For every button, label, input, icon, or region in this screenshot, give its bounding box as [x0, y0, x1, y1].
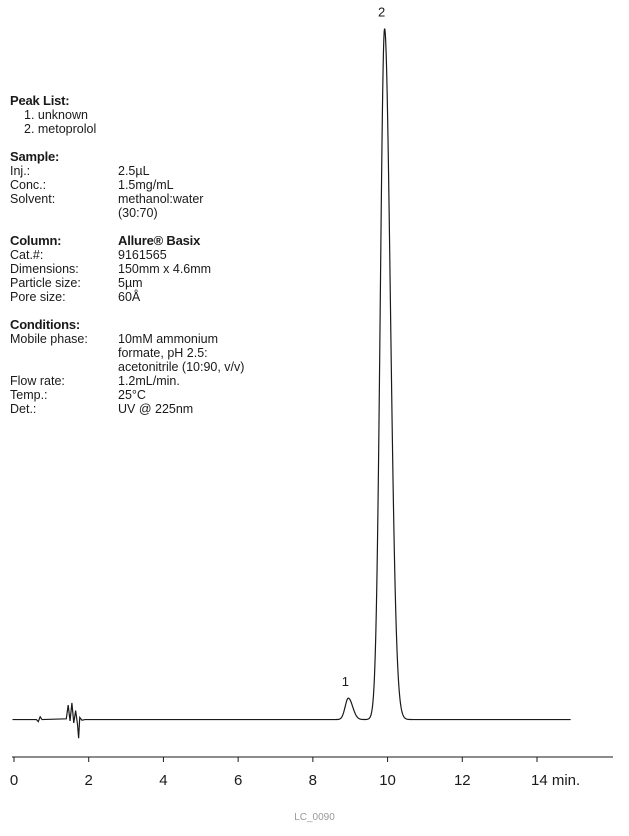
column-header-row: Column: Allure® Basix	[10, 234, 244, 248]
conditions-title: Conditions:	[10, 318, 244, 332]
sample-row: (30:70)	[10, 206, 244, 220]
column-value: 60Å	[118, 290, 140, 304]
sample-value: (30:70)	[118, 206, 158, 220]
column-key: Dimensions:	[10, 262, 118, 276]
column-title: Column:	[10, 234, 118, 248]
peak-label: 2	[378, 5, 385, 20]
sample-value: 2.5µL	[118, 164, 150, 178]
column-row: Particle size: 5µm	[10, 276, 244, 290]
conditions-value: 1.2mL/min.	[118, 374, 180, 388]
x-tick-label: 0	[10, 772, 18, 789]
peak-label: 1	[342, 674, 349, 689]
sample-title: Sample:	[10, 150, 244, 164]
conditions-key: Det.:	[10, 402, 118, 416]
sample-key: Inj.:	[10, 164, 118, 178]
x-tick-label: 10	[379, 772, 396, 789]
sample-row: Inj.: 2.5µL	[10, 164, 244, 178]
conditions-row: acetonitrile (10:90, v/v)	[10, 360, 244, 374]
sample-key: Solvent:	[10, 192, 118, 206]
peak-list-item: 2. metoprolol	[10, 122, 244, 136]
sample-value: methanol:water	[118, 192, 203, 206]
column-row: Cat.#: 9161565	[10, 248, 244, 262]
conditions-row: formate, pH 2.5:	[10, 346, 244, 360]
method-info-panel: Peak List: 1. unknown 2. metoprolol Samp…	[10, 94, 244, 416]
sample-value: 1.5mg/mL	[118, 178, 174, 192]
conditions-row: Det.: UV @ 225nm	[10, 402, 244, 416]
column-key: Cat.#:	[10, 248, 118, 262]
x-tick-label: 2	[85, 772, 93, 789]
peak-list-item: 1. unknown	[10, 108, 244, 122]
sample-row: Solvent: methanol:water	[10, 192, 244, 206]
conditions-row: Mobile phase: 10mM ammonium	[10, 332, 244, 346]
sample-key	[10, 206, 118, 220]
column-value: 150mm x 4.6mm	[118, 262, 211, 276]
sample-row: Conc.: 1.5mg/mL	[10, 178, 244, 192]
x-axis-ticks: 0 2 4 6 8 10 12 14 min.	[10, 757, 580, 789]
peak-list-title: Peak List:	[10, 94, 244, 108]
conditions-value: formate, pH 2.5:	[118, 346, 208, 360]
column-value: 5µm	[118, 276, 143, 290]
column-key: Pore size:	[10, 290, 118, 304]
conditions-key: Temp.:	[10, 388, 118, 402]
x-tick-label: 8	[309, 772, 317, 789]
conditions-key: Flow rate:	[10, 374, 118, 388]
conditions-key	[10, 360, 118, 374]
conditions-row: Temp.: 25°C	[10, 388, 244, 402]
column-row: Pore size: 60Å	[10, 290, 244, 304]
x-tick-label: 6	[234, 772, 242, 789]
x-tick-label: 12	[454, 772, 471, 789]
conditions-value: 25°C	[118, 388, 146, 402]
sample-key: Conc.:	[10, 178, 118, 192]
conditions-value: acetonitrile (10:90, v/v)	[118, 360, 244, 374]
x-tick-label: 4	[159, 772, 167, 789]
conditions-row: Flow rate: 1.2mL/min.	[10, 374, 244, 388]
conditions-value: UV @ 225nm	[118, 402, 193, 416]
conditions-key	[10, 346, 118, 360]
conditions-key: Mobile phase:	[10, 332, 118, 346]
x-tick-label: 14 min.	[531, 772, 580, 789]
column-row: Dimensions: 150mm x 4.6mm	[10, 262, 244, 276]
column-value: 9161565	[118, 248, 167, 262]
column-key: Particle size:	[10, 276, 118, 290]
column-name: Allure® Basix	[118, 234, 200, 248]
conditions-value: 10mM ammonium	[118, 332, 218, 346]
peak-labels: 12	[342, 5, 385, 690]
figure-id: LC_0090	[0, 812, 629, 823]
